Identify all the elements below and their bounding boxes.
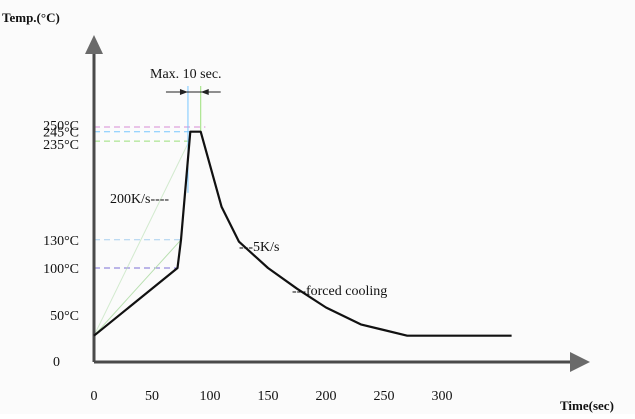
x-axis-title: Time(sec) xyxy=(560,398,614,413)
axes xyxy=(85,35,590,372)
guide-diagonal-130 xyxy=(93,239,182,337)
x-axis-arrow xyxy=(570,352,590,372)
y-tick-label: 0 xyxy=(53,355,60,370)
x-tick-label: 200 xyxy=(316,389,337,404)
y-tick-label: 130°C xyxy=(43,234,79,249)
y-axis-title: Temp.(°C) xyxy=(2,10,60,25)
guide-diagonal-235 xyxy=(93,140,190,336)
x-tick-label: 150 xyxy=(258,389,279,404)
x-tick-label: 50 xyxy=(145,389,159,404)
max-time-annotation: Max. 10 sec. xyxy=(150,67,222,82)
x-tick-label: 300 xyxy=(432,389,453,404)
x-ticks: 0 50 100 150 200 250 300 xyxy=(91,389,453,404)
y-tick-label: 100°C xyxy=(43,262,79,277)
y-tick-label: 50°C xyxy=(50,309,79,324)
y-tick-label: 250°C xyxy=(43,119,79,134)
y-tick-label: 245°C xyxy=(43,126,79,141)
dimension-arrow-left xyxy=(179,89,188,95)
profile-curve xyxy=(93,130,512,337)
annotations: Max. 10 sec. 200K/s---- ---5K/s ---force… xyxy=(110,67,387,299)
y-tick-label: 235°C xyxy=(43,138,79,153)
dimension-arrow-right xyxy=(200,89,209,95)
x-tick-label: 250 xyxy=(374,389,395,404)
cooling-annotation: ---forced cooling xyxy=(292,284,387,299)
x-tick-label: 0 xyxy=(91,389,98,404)
x-tick-label: 100 xyxy=(200,389,221,404)
y-axis-arrow xyxy=(85,35,103,54)
plot-area xyxy=(93,130,512,337)
ramp-up-annotation: 200K/s---- xyxy=(110,192,169,207)
ramp-down-annotation: ---5K/s xyxy=(239,240,279,255)
guide-lines xyxy=(93,86,221,337)
